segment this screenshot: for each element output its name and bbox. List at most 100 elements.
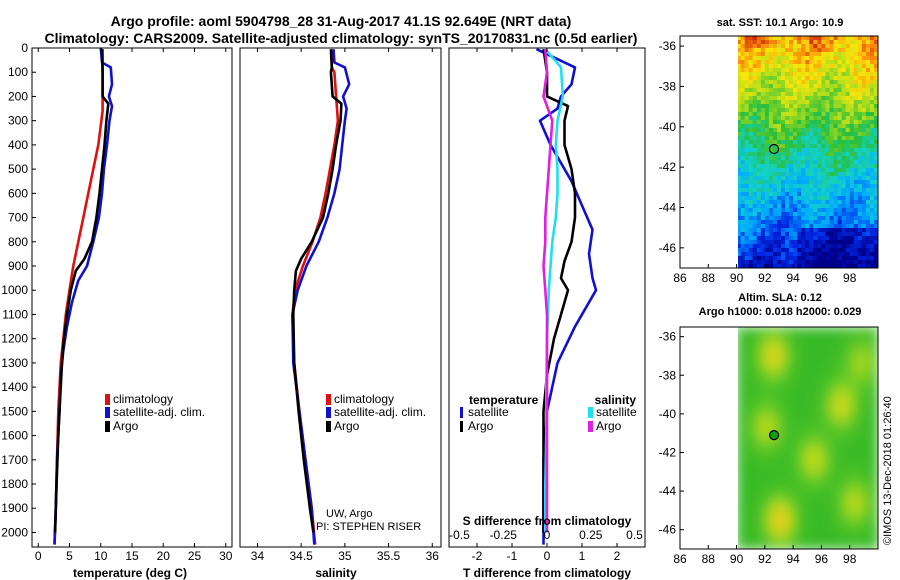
sst-cell — [849, 100, 855, 105]
sst-cell — [861, 188, 867, 193]
sst-cell — [817, 92, 823, 97]
sst-cell — [817, 156, 823, 161]
sst-cell — [760, 116, 766, 121]
sla-cell — [830, 367, 838, 375]
sst-cell — [857, 88, 863, 93]
sst-cell — [744, 76, 750, 81]
sst-cell — [744, 112, 750, 117]
sla-cell — [824, 420, 832, 427]
sst-cell — [772, 108, 778, 113]
sst-cell — [865, 76, 871, 81]
sst-cell — [833, 168, 839, 173]
sst-cell — [748, 112, 754, 117]
sst-cell — [869, 40, 875, 45]
sst-cell — [825, 80, 831, 85]
sla-cell — [813, 455, 820, 462]
sst-cell — [805, 164, 810, 169]
sst-cell — [853, 112, 859, 117]
sst-cell — [760, 68, 766, 73]
sst-cell — [789, 152, 794, 157]
sla-cell — [801, 484, 808, 492]
sst-cell — [781, 144, 786, 149]
sst-cell — [793, 104, 798, 109]
sst-cell — [829, 224, 835, 229]
sst-cell — [833, 40, 839, 45]
sst-cell — [833, 176, 839, 181]
sla-cell — [848, 478, 856, 486]
sst-cell — [805, 204, 810, 209]
sst-cell — [738, 44, 742, 49]
sst-cell — [813, 264, 818, 268]
sst-cell — [837, 208, 843, 213]
sla-cell — [848, 525, 856, 533]
sst-cell — [817, 144, 823, 149]
sst-cell — [801, 56, 806, 61]
sst-cell — [740, 196, 746, 201]
sla-cell — [842, 356, 850, 363]
sst-cell — [809, 88, 814, 93]
sla-cell — [854, 461, 861, 468]
sst-cell — [865, 52, 871, 57]
sst-cell — [772, 224, 778, 229]
sst-cell — [772, 240, 778, 245]
sla-cell — [783, 420, 791, 427]
sst-cell — [821, 148, 827, 153]
sla-cell — [742, 402, 749, 410]
sst-cell — [801, 152, 806, 157]
sst-cell — [829, 260, 835, 265]
sla-cell — [830, 519, 838, 527]
sst-cell — [756, 180, 762, 185]
sst-cell — [781, 68, 786, 73]
sst-cell — [817, 80, 823, 85]
sla-cell — [872, 338, 878, 346]
sla-cell — [819, 397, 826, 404]
sst-cell — [805, 136, 810, 141]
sst-cell — [744, 48, 750, 53]
sst-cell — [781, 84, 786, 89]
sla-cell — [801, 414, 808, 422]
sst-cell — [853, 220, 859, 225]
sst-cell — [772, 208, 778, 213]
sla-cell — [830, 508, 838, 515]
sst-cell — [869, 96, 875, 101]
sst-cell — [817, 136, 823, 141]
sst-cell — [740, 260, 746, 265]
sst-cell — [829, 72, 835, 77]
sla-cell — [783, 443, 791, 451]
sst-cell — [760, 64, 766, 69]
sla-cell — [824, 402, 832, 410]
sst-cell — [869, 232, 875, 237]
sla-cell — [748, 350, 755, 357]
sst-cell — [837, 64, 843, 69]
sst-cell — [849, 36, 855, 41]
sla-cell — [789, 525, 797, 533]
sst-cell — [873, 248, 878, 253]
sst-cell — [809, 116, 814, 121]
sla-cell — [748, 519, 755, 527]
sla-cell — [813, 432, 820, 439]
sst-cell — [785, 204, 790, 209]
sst-cell — [829, 244, 835, 249]
sla-cell — [866, 367, 873, 375]
sst-cell — [865, 36, 871, 41]
sst-cell — [861, 220, 867, 225]
sst-cell — [833, 64, 839, 69]
sla-cell — [860, 332, 867, 340]
sst-cell — [768, 116, 774, 121]
sst-cell — [793, 168, 798, 173]
sla-cell — [836, 397, 844, 404]
sla-cell — [848, 344, 856, 351]
sst-cell — [837, 252, 843, 257]
sla-cell — [842, 467, 850, 474]
sst-cell — [845, 208, 851, 213]
sst-cell — [760, 36, 766, 41]
sla-cell — [766, 537, 773, 544]
sst-cell — [833, 128, 839, 133]
sla-cell — [801, 379, 808, 387]
sst-cell — [744, 60, 750, 65]
sst-cell — [849, 168, 855, 173]
sst-cell — [768, 84, 774, 89]
sst-cell — [772, 104, 778, 109]
depth-tick-label: 600 — [8, 186, 28, 200]
sst-cell — [849, 256, 855, 261]
